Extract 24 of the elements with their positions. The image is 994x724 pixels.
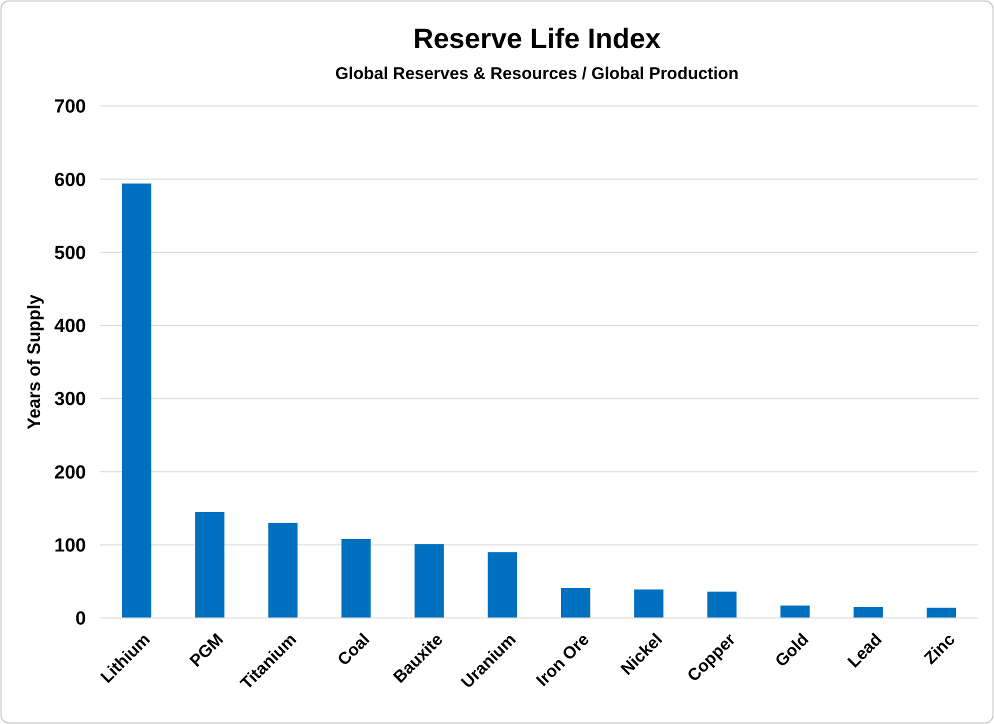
bar xyxy=(707,592,737,618)
chart-title: Reserve Life Index xyxy=(413,23,662,54)
bar xyxy=(195,512,224,618)
bar xyxy=(488,552,518,618)
y-tick-label: 700 xyxy=(54,96,86,118)
y-tick-label: 500 xyxy=(54,242,86,264)
bar xyxy=(560,588,590,618)
bar xyxy=(634,589,664,618)
y-tick-label: 200 xyxy=(54,462,86,484)
bar xyxy=(122,184,152,618)
y-tick-label: 600 xyxy=(54,170,86,191)
bar xyxy=(414,544,444,618)
y-axis-title: Years of Supply xyxy=(24,294,44,430)
bar xyxy=(780,606,810,618)
bar xyxy=(341,539,371,618)
x-tick-label: Iron Ore xyxy=(532,630,593,690)
y-tick-label: 0 xyxy=(75,608,86,630)
y-tick-label: 400 xyxy=(54,316,86,338)
bar xyxy=(926,608,956,618)
bar xyxy=(268,522,298,618)
y-tick-label: 100 xyxy=(54,536,86,557)
y-tick-label: 300 xyxy=(54,389,86,410)
chart-subtitle: Global Reserves & Resources / Global Production xyxy=(335,64,739,83)
bar xyxy=(854,607,883,618)
